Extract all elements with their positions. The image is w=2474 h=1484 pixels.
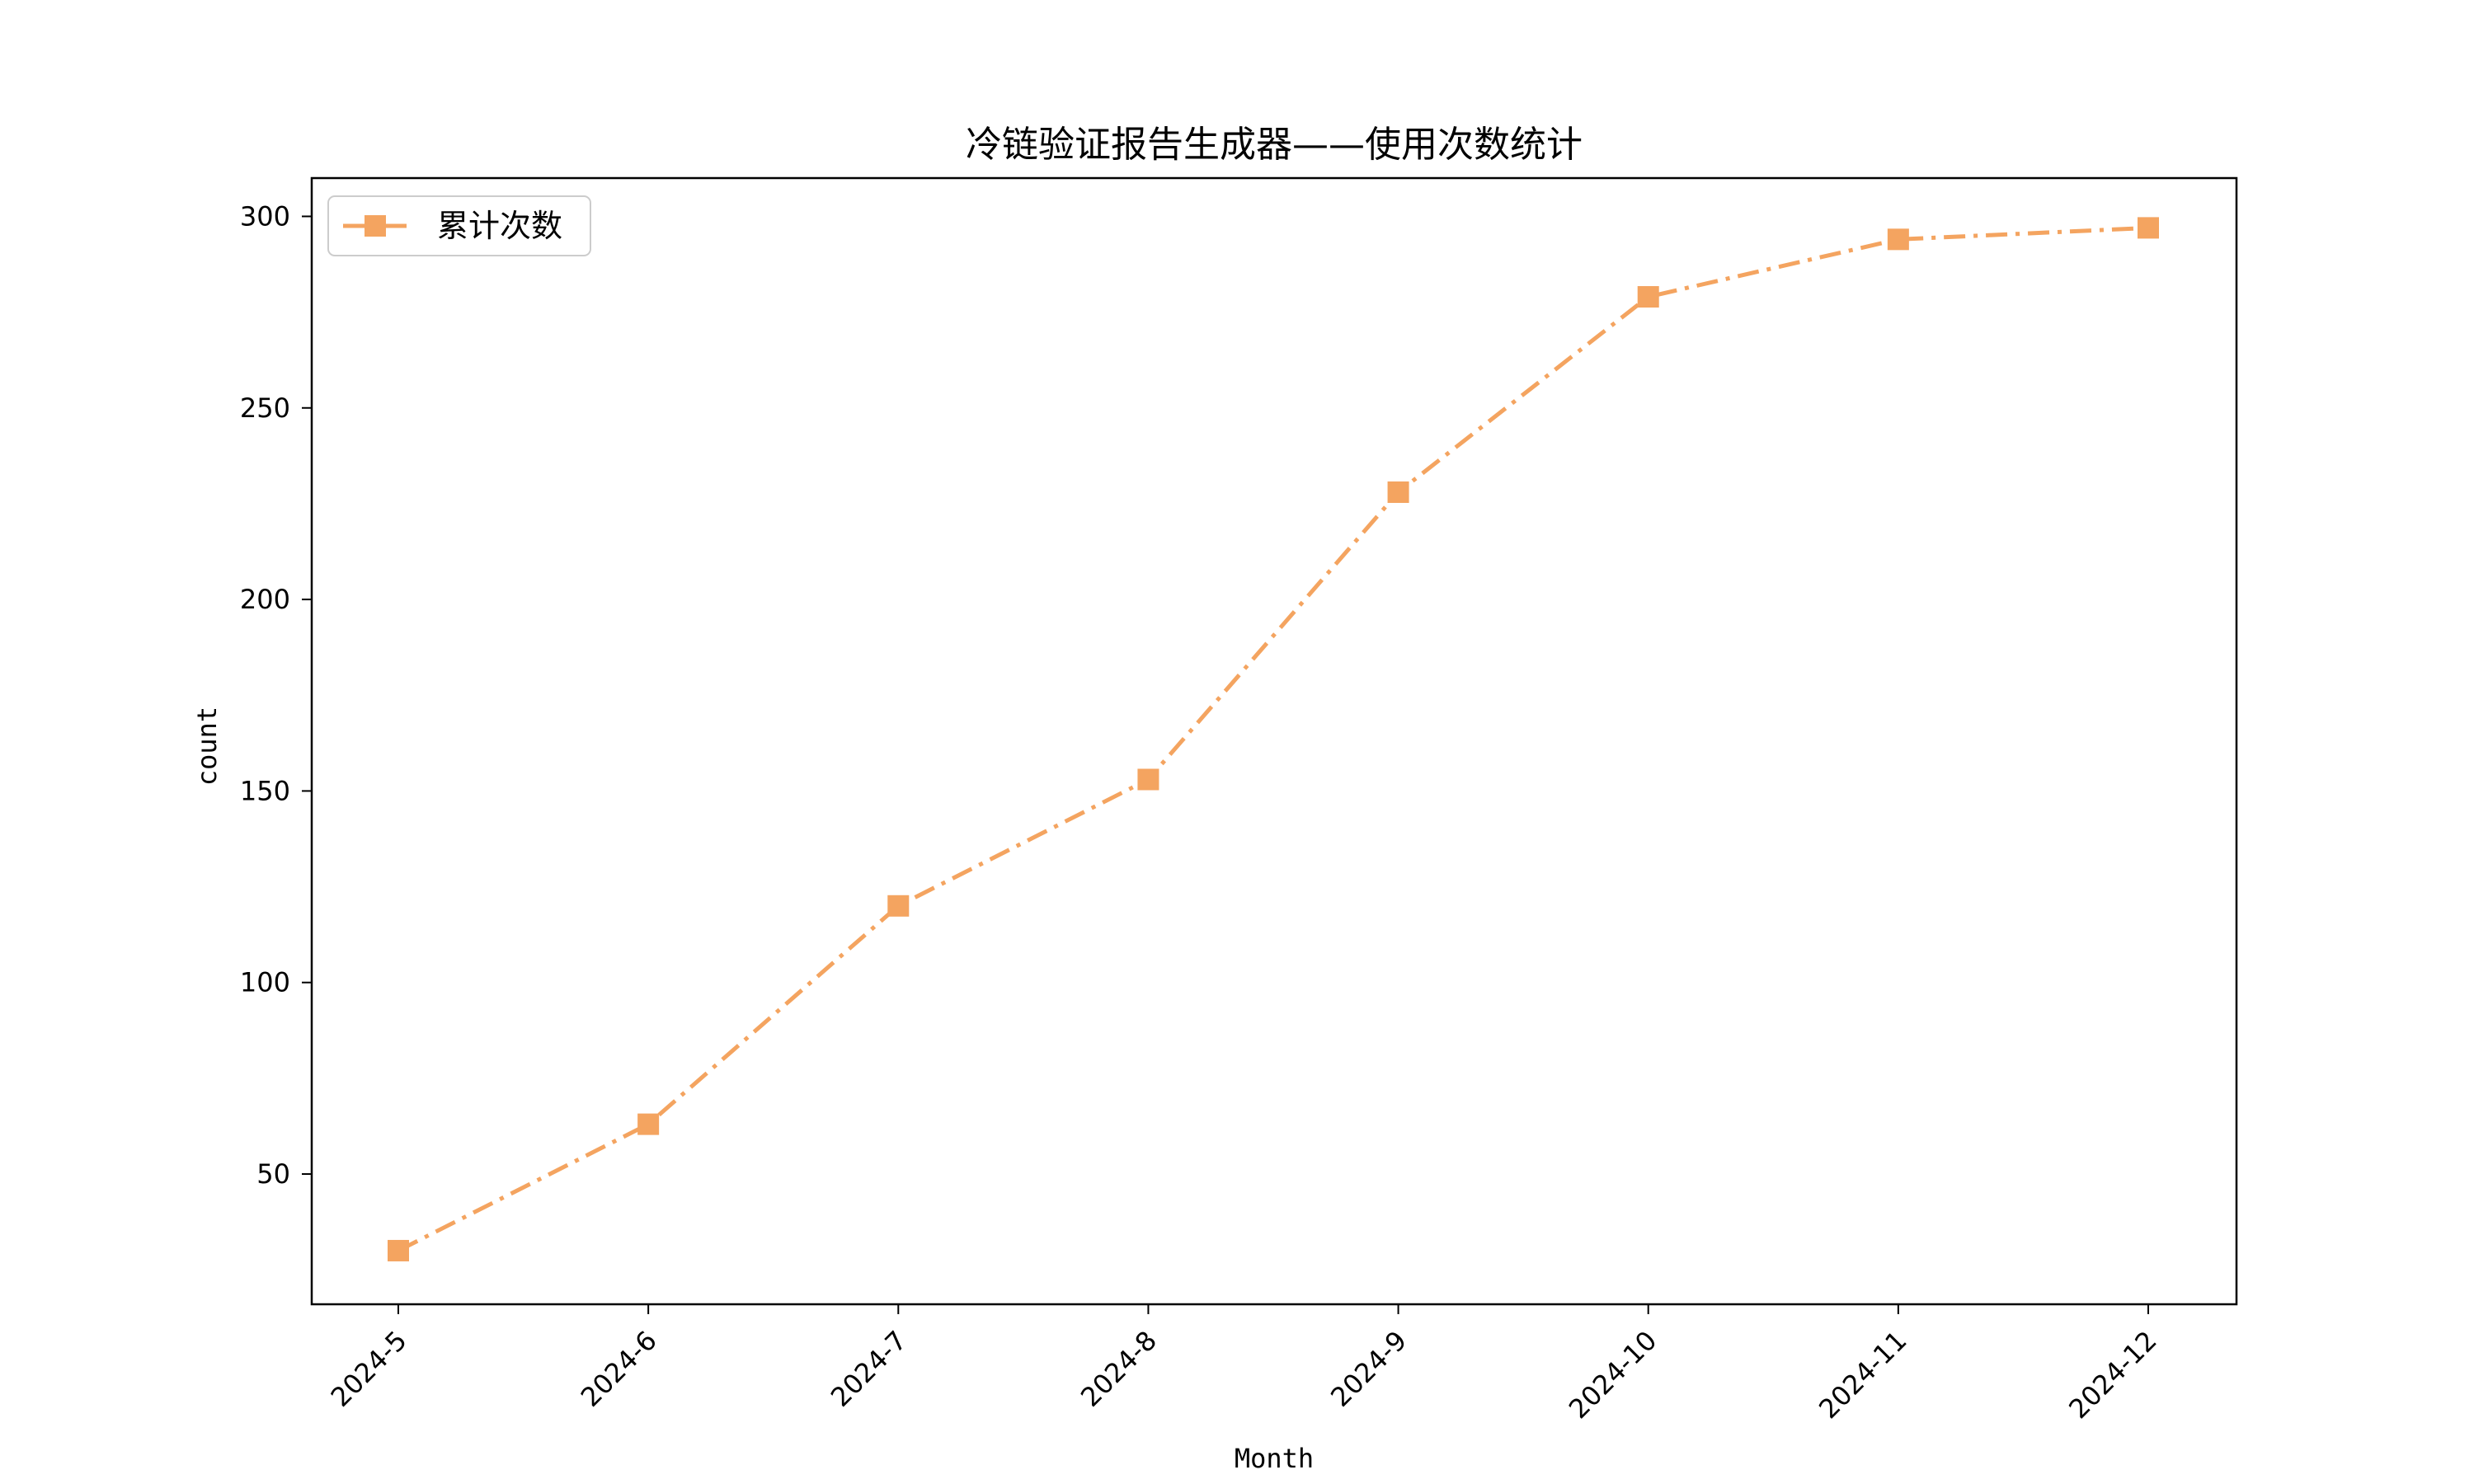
x-axis-label: Month [1235, 1443, 1314, 1474]
y-tick-label: 50 [256, 1158, 290, 1190]
series-line [397, 225, 2149, 1253]
data-point [1137, 768, 1159, 791]
plot-frame [310, 176, 2238, 1306]
y-tick-label: 200 [240, 584, 290, 615]
legend-box [327, 195, 591, 256]
data-point [388, 1239, 409, 1261]
legend-label: 累计次数 [437, 208, 562, 244]
legend-marker [365, 215, 386, 237]
y-tick-label: 150 [240, 775, 290, 806]
y-tick-label: 250 [240, 392, 290, 424]
data-point [1387, 481, 1409, 503]
data-point [1637, 286, 1659, 308]
data-point [2138, 217, 2159, 239]
y-tick-label: 100 [240, 967, 290, 998]
y-axis-label: count [191, 707, 223, 786]
y-tick-label: 300 [240, 200, 290, 232]
chart-title: 冷链验证报告生成器——使用次数统计 [966, 124, 1583, 166]
data-point [637, 1113, 660, 1135]
data-point [1887, 228, 1909, 251]
data-point [887, 895, 910, 917]
